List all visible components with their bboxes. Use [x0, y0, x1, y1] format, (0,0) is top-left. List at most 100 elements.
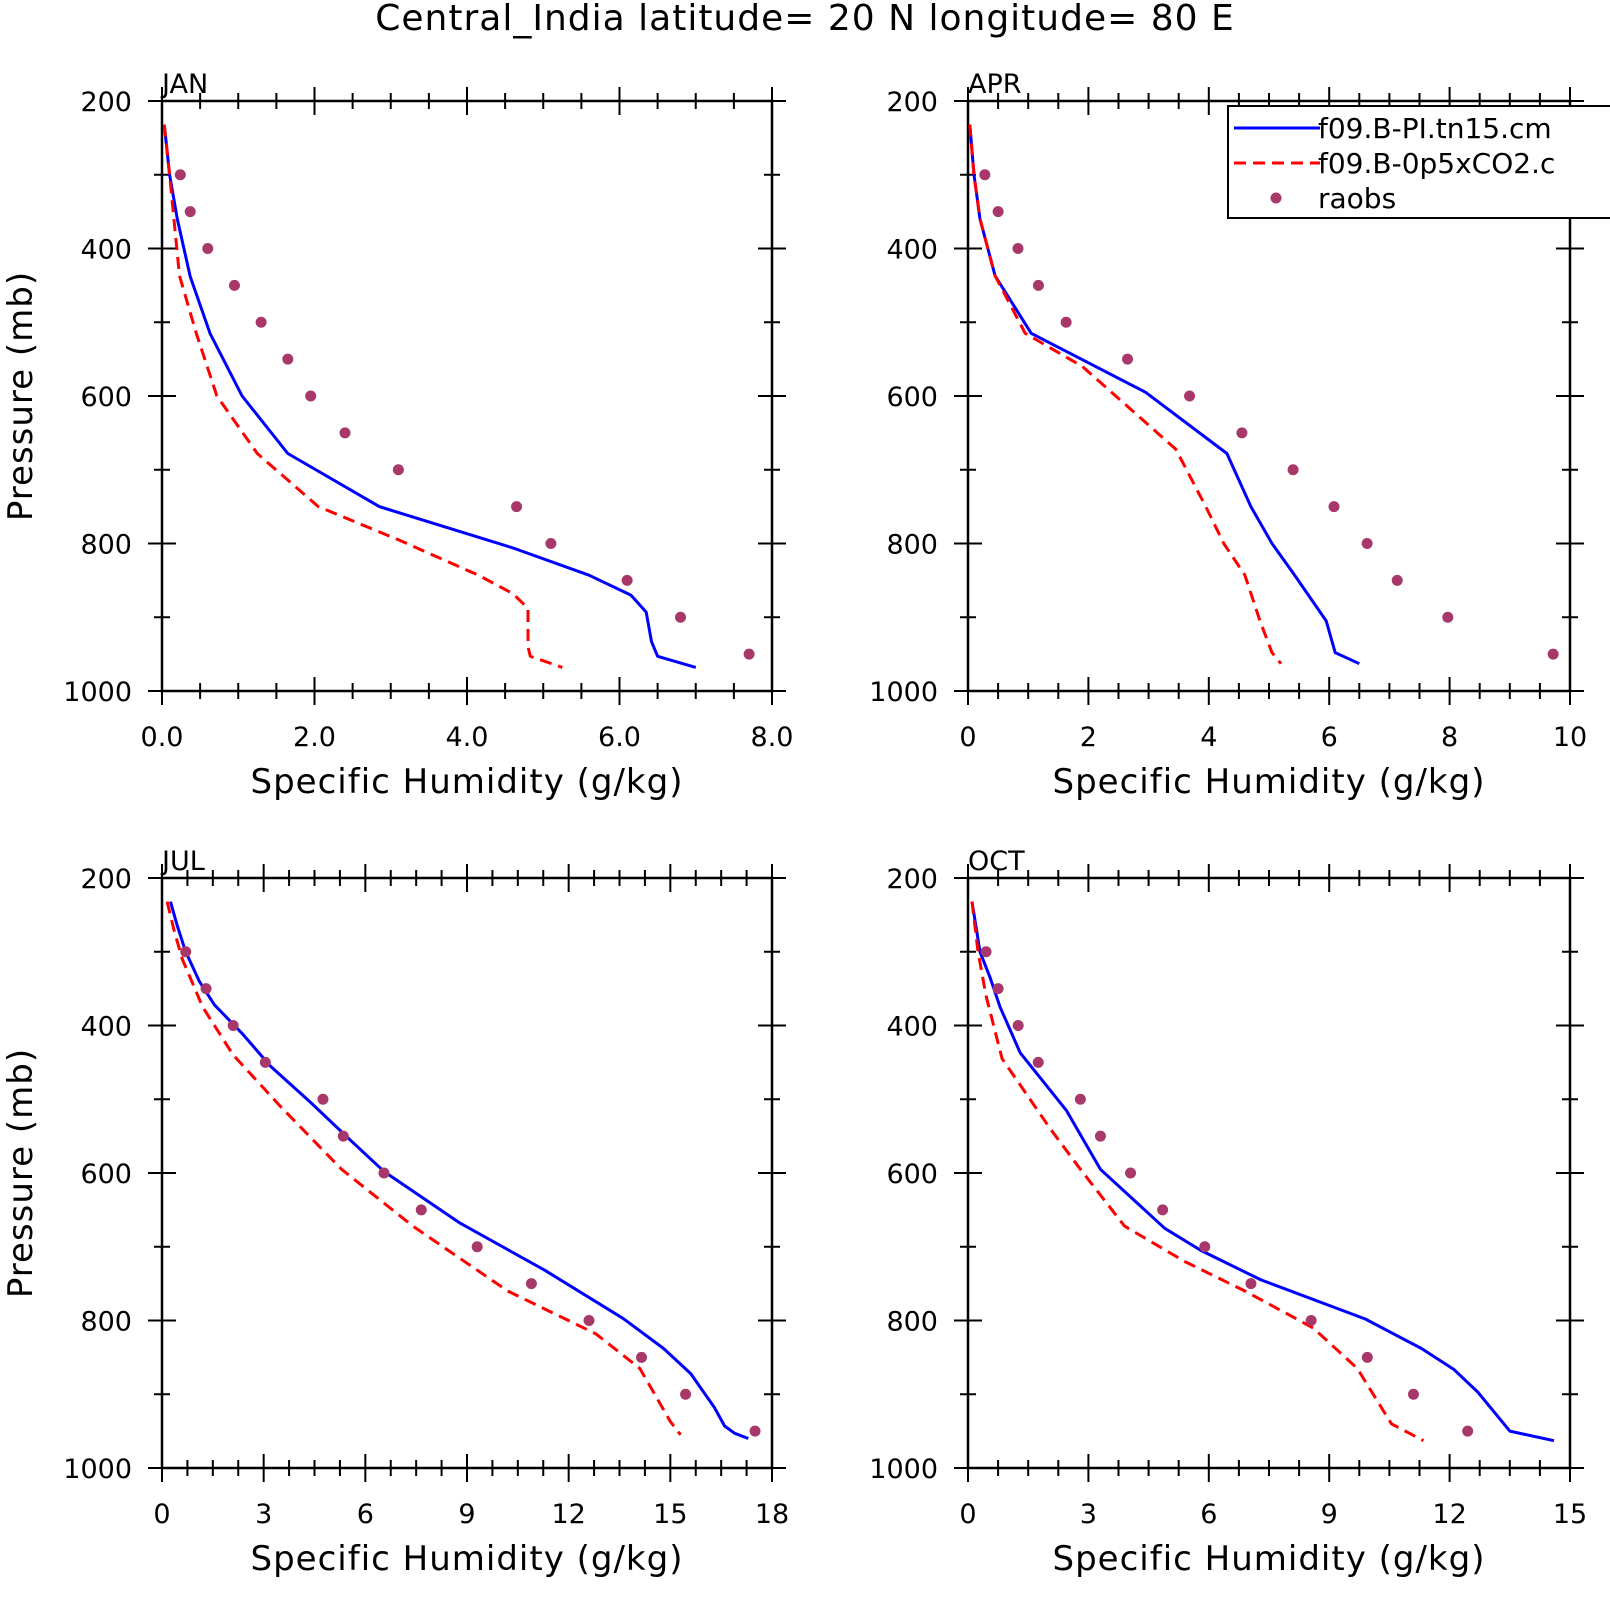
raobs-point — [471, 1241, 483, 1253]
panel-label: APR — [968, 69, 1022, 100]
raobs-point — [339, 427, 351, 439]
y-axis-label: Pressure (mb) — [1, 271, 41, 521]
x-axis-label: Specific Humidity (g/kg) — [251, 1539, 684, 1579]
raobs-point — [305, 390, 317, 402]
raobs-point — [337, 1130, 349, 1142]
y-tick-label: 1000 — [63, 677, 132, 708]
raobs-point — [675, 611, 686, 623]
series-line-pi — [970, 901, 1555, 1443]
raobs-point — [511, 501, 523, 513]
raobs-point — [992, 983, 1004, 995]
series-line-pi — [968, 124, 1360, 666]
raobs-point — [1012, 243, 1024, 254]
raobs-point — [1462, 1425, 1474, 1437]
x-tick-label: 10 — [1553, 722, 1587, 753]
y-tick-label: 800 — [886, 530, 938, 561]
raobs-point — [992, 206, 1004, 218]
raobs-point — [1287, 464, 1299, 476]
panel-jul: JUL 200 400 600 800 1000 0 3 6 9 12 15 18 Specific Hu… — [1, 846, 789, 1579]
legend-label: f09.B-0p5xCO2.c — [1318, 147, 1555, 180]
y-tick-label: 200 — [886, 87, 938, 118]
y-tick-label: 1000 — [869, 677, 938, 708]
raobs-point — [1407, 1388, 1419, 1400]
raobs-point — [621, 574, 633, 586]
y-tick-label: 400 — [886, 235, 938, 266]
x-tick-label: 6.0 — [598, 722, 641, 753]
raobs-point — [200, 983, 212, 995]
x-tick-label: 9 — [458, 1499, 475, 1530]
raobs-point — [282, 353, 294, 365]
raobs-point — [979, 169, 991, 181]
series-line-0p5xco2 — [968, 124, 1283, 665]
y-tick-label: 200 — [886, 864, 938, 895]
y-tick-label: 400 — [80, 1012, 132, 1043]
raobs-point — [1012, 1020, 1024, 1031]
panel-oct: OCT 200 400 600 800 1000 0 3 6 9 12 15 Specific Humi… — [869, 846, 1587, 1579]
raobs-point — [255, 316, 267, 328]
x-axis-label: Specific Humidity (g/kg) — [251, 762, 684, 802]
raobs-point — [1199, 1241, 1211, 1253]
x-tick-label: 0 — [153, 1499, 170, 1530]
raobs-point — [1125, 1167, 1137, 1179]
raobs-point — [1032, 279, 1044, 291]
x-tick-label: 8 — [1441, 722, 1458, 753]
raobs-point — [378, 1167, 390, 1179]
y-tick-label: 1000 — [63, 1454, 132, 1485]
plot-frame — [160, 876, 774, 1470]
x-tick-label: 12 — [551, 1499, 585, 1530]
x-tick-label: 15 — [1553, 1499, 1587, 1530]
x-tick-label: 3 — [255, 1499, 272, 1530]
x-tick-label: 2.0 — [293, 722, 336, 753]
raobs-point — [680, 1388, 692, 1400]
x-axis-label: Specific Humidity (g/kg) — [1053, 1539, 1486, 1579]
raobs-point — [1236, 427, 1248, 439]
x-tick-label: 6 — [1200, 1499, 1217, 1530]
panel-label: JUL — [160, 846, 205, 877]
panel-apr: APR 200 400 600 800 1000 0 2 4 6 8 10 Specific Humid… — [869, 69, 1587, 802]
raobs-point — [743, 648, 755, 660]
x-tick-label: 4 — [1200, 722, 1217, 753]
x-axis-label: Specific Humidity (g/kg) — [1053, 762, 1486, 802]
raobs-point — [1328, 501, 1340, 513]
raobs-point — [184, 206, 196, 218]
series-line-0p5xco2 — [970, 901, 1425, 1443]
y-tick-label: 600 — [80, 382, 132, 413]
raobs-point — [525, 1278, 537, 1290]
panel-label: OCT — [968, 846, 1025, 877]
x-tick-label: 6 — [357, 1499, 374, 1530]
y-tick-label: 600 — [886, 382, 938, 413]
y-tick-label: 200 — [80, 864, 132, 895]
raobs-point — [1094, 1130, 1106, 1142]
y-tick-label: 800 — [80, 530, 132, 561]
x-tick-label: 0 — [959, 1499, 976, 1530]
raobs-point — [259, 1056, 271, 1068]
raobs-point — [180, 946, 192, 958]
raobs-point — [1547, 648, 1559, 660]
y-tick-label: 1000 — [869, 1454, 938, 1485]
raobs-point — [1122, 353, 1134, 365]
y-tick-label: 800 — [80, 1307, 132, 1338]
y-tick-label: 800 — [886, 1307, 938, 1338]
raobs-point — [1060, 316, 1072, 328]
raobs-point — [1391, 574, 1403, 586]
raobs-point — [392, 464, 404, 476]
plot-frame — [160, 99, 774, 693]
series-line-pi — [169, 901, 749, 1440]
raobs-point — [1361, 538, 1373, 549]
legend-marker-raobs — [1270, 192, 1282, 204]
x-tick-label: 12 — [1432, 1499, 1466, 1530]
y-tick-label: 200 — [80, 87, 132, 118]
y-tick-label: 600 — [80, 1159, 132, 1190]
x-tick-label: 15 — [653, 1499, 687, 1530]
raobs-point — [1245, 1278, 1257, 1290]
x-tick-label: 4.0 — [446, 722, 489, 753]
raobs-point — [583, 1315, 595, 1326]
raobs-point — [1305, 1315, 1317, 1326]
chart-title: Central_India latitude= 20 N longitude= … — [375, 0, 1234, 39]
y-tick-label: 400 — [80, 235, 132, 266]
plot-frame — [966, 876, 1572, 1470]
x-tick-label: 0 — [959, 722, 976, 753]
raobs-point — [227, 1020, 239, 1031]
